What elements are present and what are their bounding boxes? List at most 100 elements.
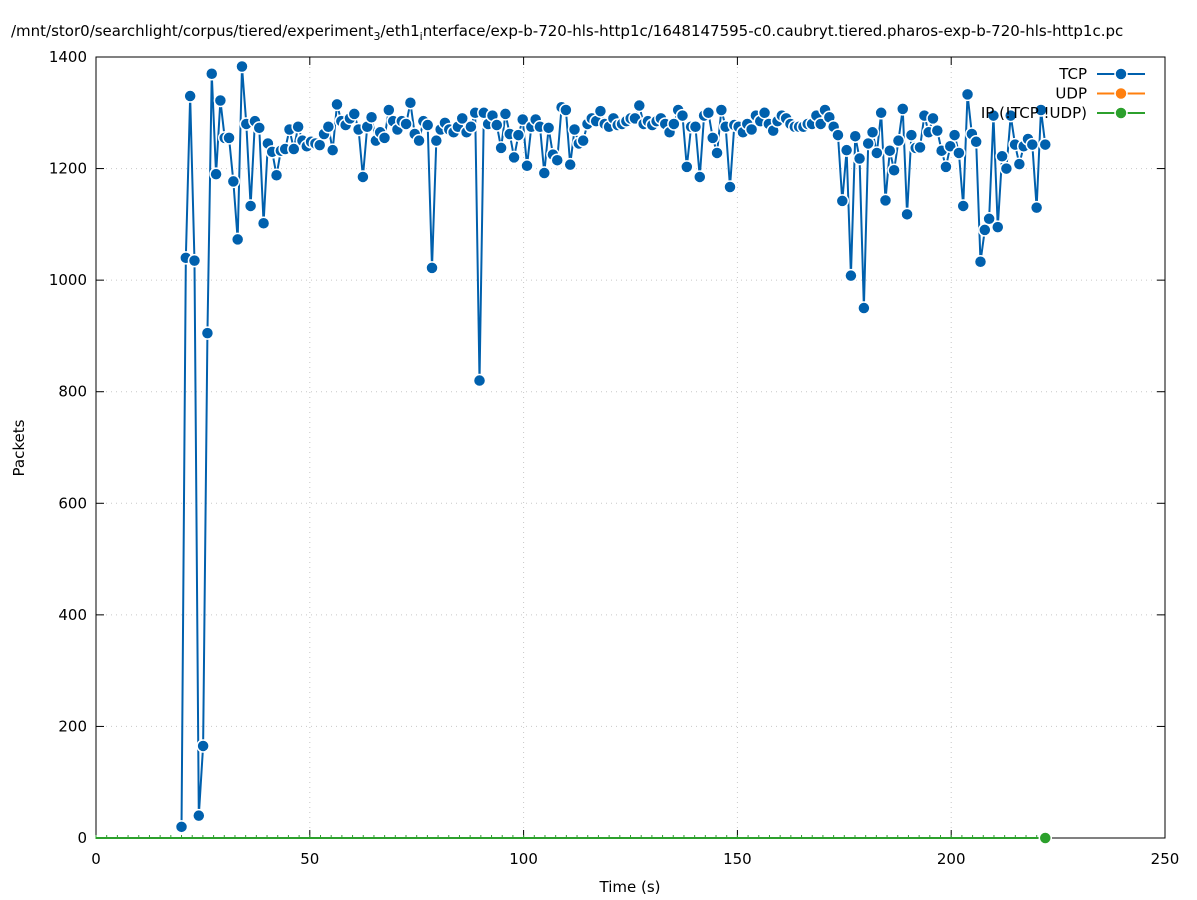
y-axis-label: Packets bbox=[10, 419, 28, 476]
data-point bbox=[364, 110, 379, 124]
legend-item: IP (!TCP !UDP) bbox=[981, 104, 1145, 122]
data-point bbox=[1038, 831, 1053, 845]
series-layer bbox=[95, 59, 1053, 845]
data-point bbox=[420, 118, 435, 132]
data-point bbox=[926, 111, 940, 126]
data-point bbox=[256, 216, 271, 230]
data-point bbox=[559, 103, 573, 117]
data-point bbox=[1012, 157, 1027, 171]
data-point bbox=[187, 253, 202, 268]
series-tcp bbox=[174, 59, 1053, 834]
title-subscript: i bbox=[420, 30, 423, 43]
data-point bbox=[667, 117, 681, 131]
data-point bbox=[835, 194, 850, 208]
data-point bbox=[913, 140, 927, 155]
data-point bbox=[887, 163, 901, 177]
data-point bbox=[455, 111, 469, 126]
data-point bbox=[999, 161, 1014, 176]
data-point bbox=[710, 146, 724, 160]
title-segment: /eth1 bbox=[380, 22, 419, 40]
data-point bbox=[891, 133, 906, 148]
data-point bbox=[960, 87, 975, 102]
axis-ticks: 0 200 400 600 800 1000 1200 1400 0 50 100 150 200 250 bbox=[49, 48, 1180, 868]
data-point bbox=[904, 128, 919, 142]
data-point bbox=[541, 121, 556, 135]
data-point bbox=[429, 133, 444, 148]
x-tick-label: 50 bbox=[300, 850, 319, 868]
legend-item: UDP bbox=[1055, 85, 1145, 103]
data-point bbox=[205, 66, 219, 81]
y-tick-label: 800 bbox=[58, 383, 87, 401]
data-point bbox=[382, 103, 396, 117]
legend-marker bbox=[1114, 86, 1128, 101]
data-point bbox=[593, 104, 608, 118]
data-point bbox=[377, 131, 392, 145]
y-tick-label: 400 bbox=[58, 606, 87, 624]
grid bbox=[96, 57, 1165, 838]
data-point bbox=[874, 106, 888, 120]
data-point bbox=[403, 95, 418, 110]
y-tick-label: 0 bbox=[77, 829, 87, 847]
data-point bbox=[986, 108, 1001, 123]
data-point bbox=[693, 170, 707, 184]
data-point bbox=[852, 151, 867, 166]
data-point bbox=[1003, 108, 1018, 123]
data-point bbox=[947, 128, 962, 142]
data-point bbox=[490, 118, 504, 132]
data-point bbox=[865, 125, 880, 140]
data-point bbox=[848, 129, 862, 143]
data-point bbox=[494, 141, 508, 155]
legend-item: TCP bbox=[1058, 65, 1145, 83]
data-point bbox=[995, 149, 1009, 164]
data-point bbox=[1029, 200, 1044, 215]
x-tick-label: 200 bbox=[937, 850, 966, 868]
x-tick-label: 100 bbox=[509, 850, 538, 868]
data-point bbox=[896, 102, 910, 116]
data-point bbox=[831, 128, 845, 142]
data-point bbox=[511, 128, 526, 142]
data-point bbox=[1038, 137, 1053, 152]
data-point bbox=[230, 232, 245, 247]
y-tick-label: 1000 bbox=[49, 271, 87, 289]
data-point bbox=[883, 143, 897, 158]
title-segment: /mnt/stor0/searchlight/corpus/tiered/exp… bbox=[11, 22, 374, 40]
data-point bbox=[839, 143, 854, 157]
data-point bbox=[472, 373, 487, 388]
data-point bbox=[252, 121, 267, 135]
data-point bbox=[714, 103, 729, 117]
data-point bbox=[550, 153, 565, 167]
y-tick-label: 600 bbox=[58, 494, 87, 512]
legend-label: TCP bbox=[1058, 65, 1087, 83]
x-tick-label: 0 bbox=[91, 850, 101, 868]
data-point bbox=[200, 326, 215, 340]
data-point bbox=[269, 168, 284, 183]
data-point bbox=[325, 143, 340, 157]
data-point bbox=[183, 89, 197, 103]
title-segment: nterface/exp-b-720-hls-http1c/1648147595… bbox=[423, 22, 1124, 40]
data-point bbox=[982, 212, 996, 226]
data-point bbox=[844, 268, 858, 283]
data-point bbox=[1034, 103, 1048, 117]
data-point bbox=[930, 123, 945, 138]
data-point bbox=[399, 117, 413, 131]
legend-label: IP (!TCP !UDP) bbox=[981, 104, 1087, 122]
x-tick-label: 250 bbox=[1151, 850, 1180, 868]
data-point bbox=[321, 119, 336, 134]
data-point bbox=[680, 160, 694, 174]
data-point bbox=[196, 739, 210, 753]
data-point bbox=[744, 122, 759, 137]
data-point bbox=[939, 160, 953, 174]
chart-title: /mnt/stor0/searchlight/corpus/tiered/exp… bbox=[11, 22, 1123, 43]
data-point bbox=[675, 108, 690, 123]
data-point bbox=[952, 146, 966, 160]
data-point bbox=[978, 223, 992, 237]
data-point bbox=[222, 131, 236, 145]
data-point bbox=[520, 159, 534, 173]
data-point bbox=[174, 820, 189, 834]
data-point bbox=[287, 142, 301, 156]
series-ip-tcp-udp- bbox=[95, 831, 1053, 845]
data-point bbox=[563, 157, 577, 172]
y-tick-label: 1400 bbox=[49, 48, 87, 66]
legend-marker bbox=[1114, 67, 1128, 81]
data-point bbox=[969, 135, 983, 149]
